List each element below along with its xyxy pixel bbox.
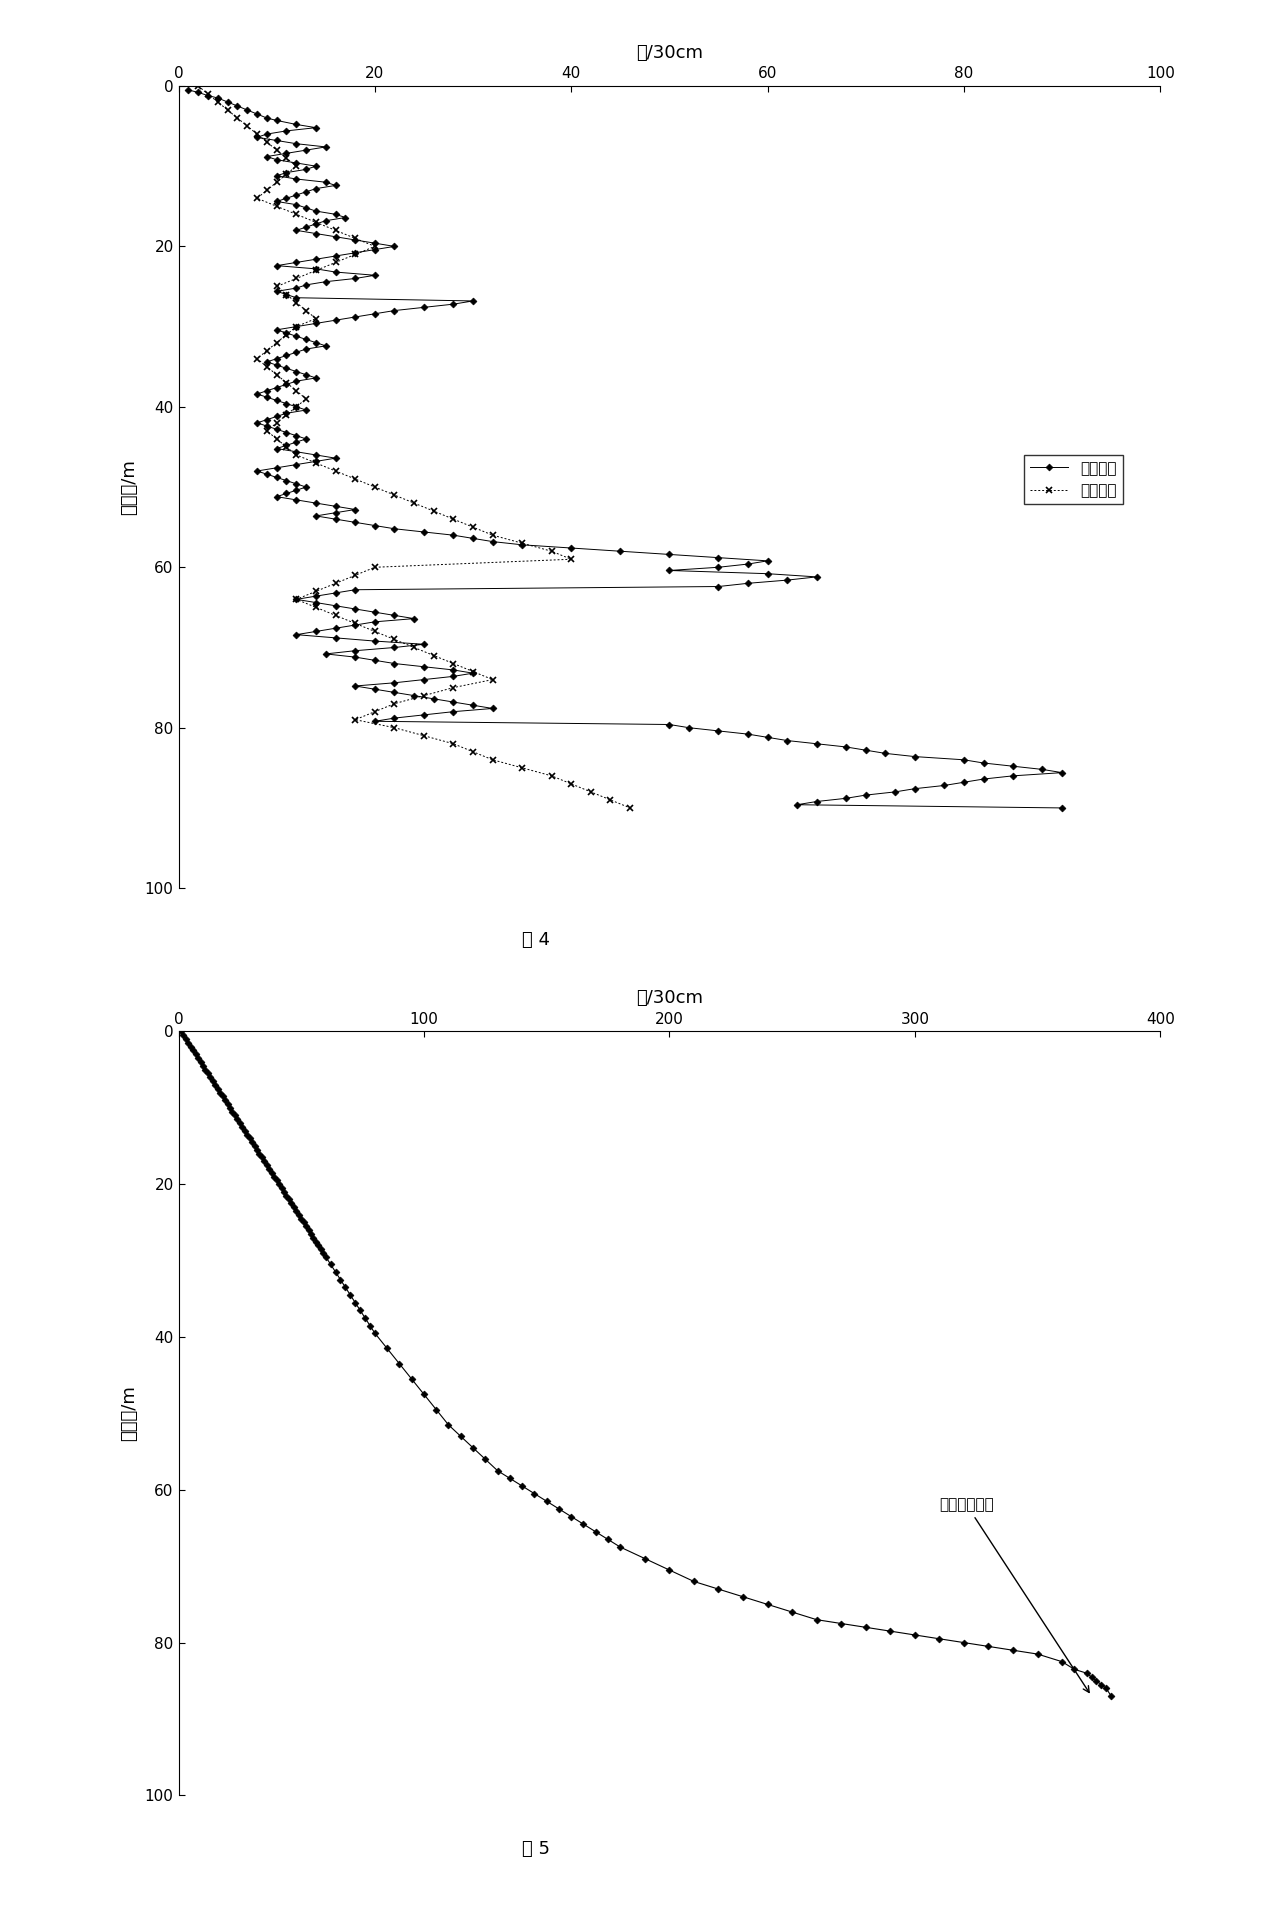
Text: 图 5: 图 5 [521, 1839, 550, 1858]
Y-axis label: 贯入度/m: 贯入度/m [120, 1385, 138, 1442]
X-axis label: 击/30cm: 击/30cm [636, 44, 703, 61]
Legend: 观测数据, 分析结果: 观测数据, 分析结果 [1024, 455, 1123, 504]
Text: 出现拓罘现象: 出现拓罘现象 [940, 1497, 1089, 1692]
Y-axis label: 贯入度/m: 贯入度/m [120, 458, 138, 516]
Text: 图 4: 图 4 [521, 930, 550, 949]
X-axis label: 击/30cm: 击/30cm [636, 989, 703, 1007]
